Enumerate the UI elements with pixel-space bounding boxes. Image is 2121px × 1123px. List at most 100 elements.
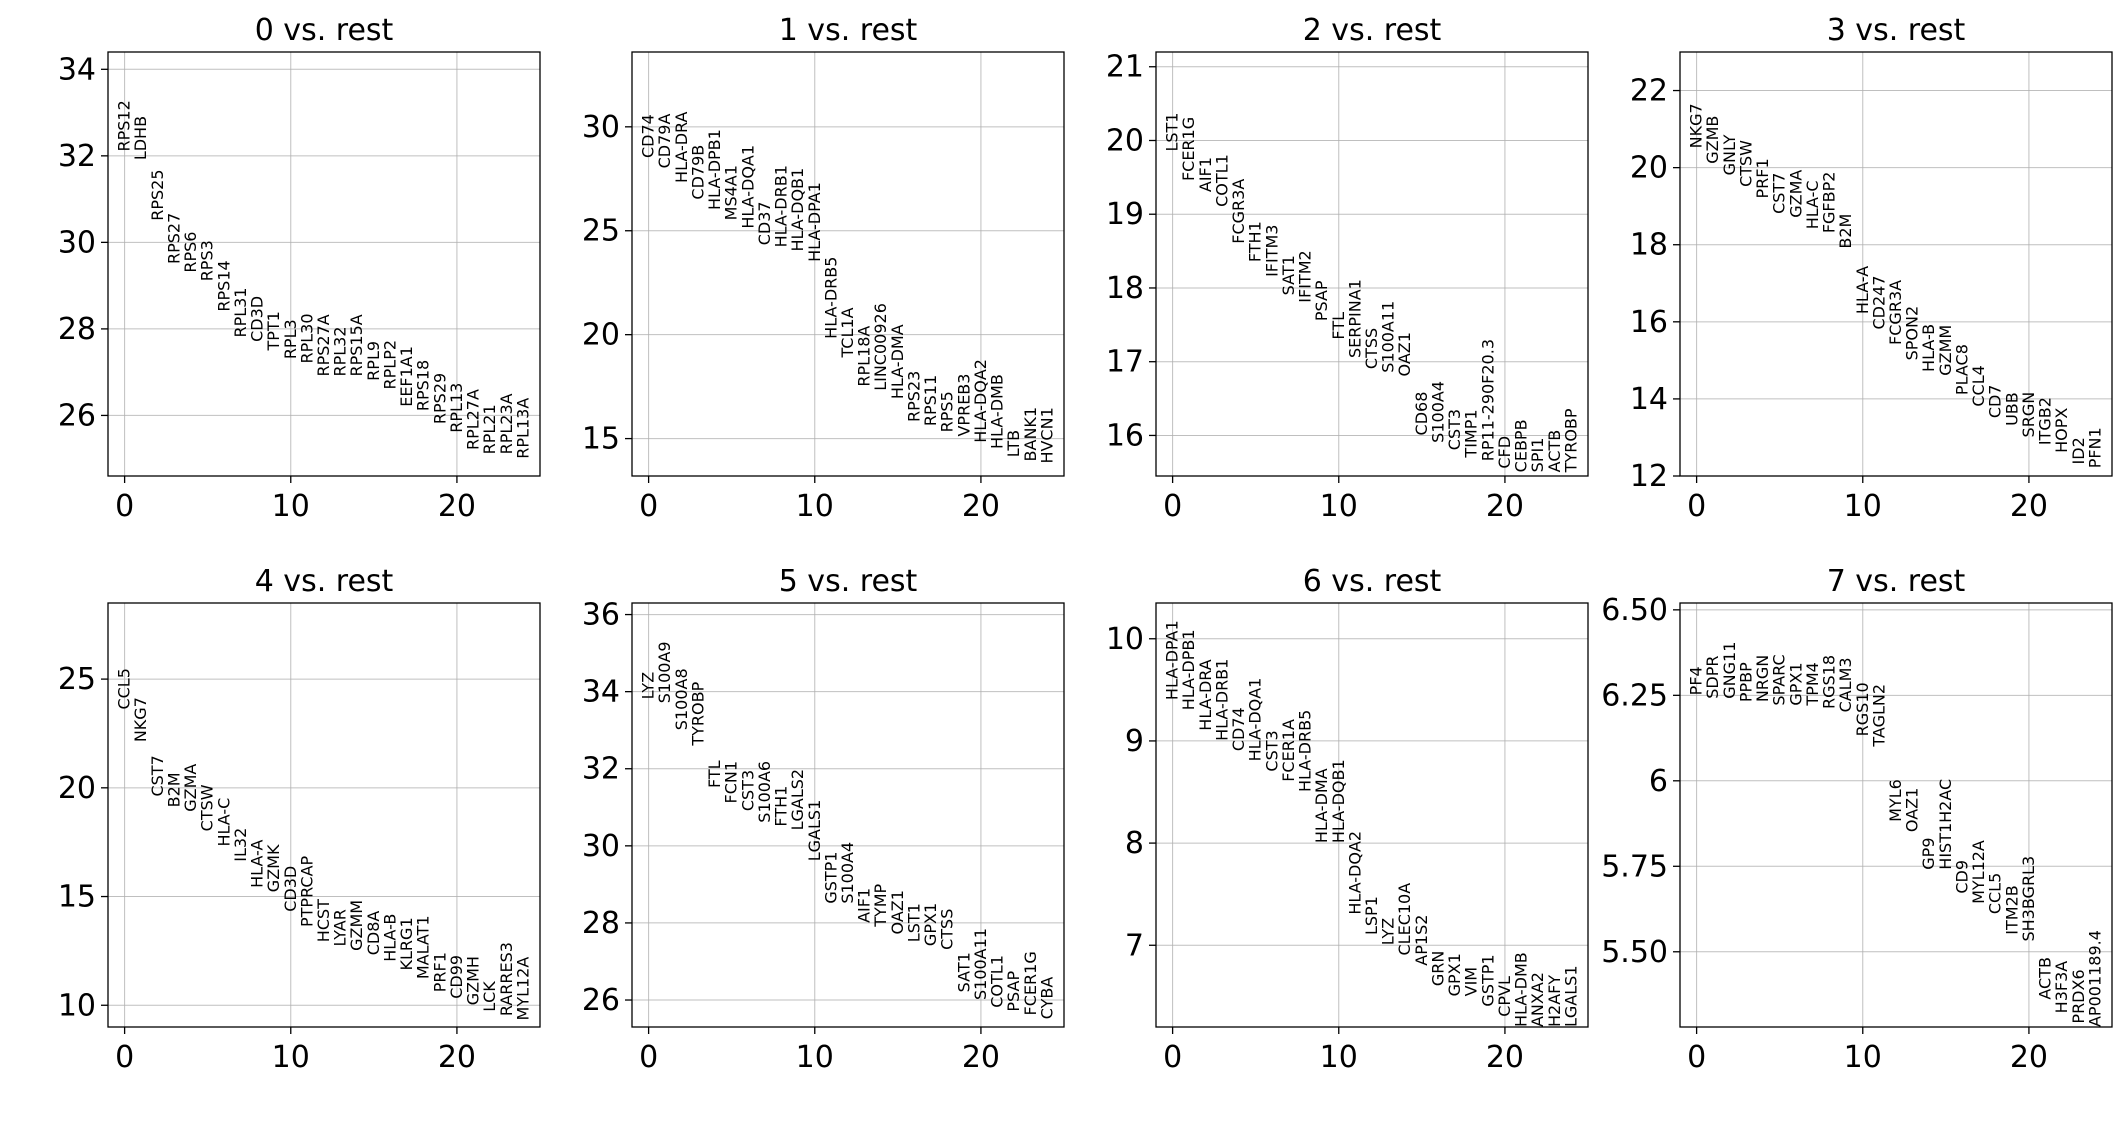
chart-title: 6 vs. rest [1303,564,1442,599]
x-tick-label-1: 10 [272,1040,310,1075]
y-tick-label-4: 34 [58,52,96,87]
gene-label-16: GRN [1428,951,1447,986]
gene-label-19: ITM2B [2002,885,2021,934]
gene-label-7: HLA-C [1803,180,1822,229]
gene-label-3: RPS27 [164,213,183,264]
gene-label-11: RPL30 [297,313,316,363]
y-tick-label-3: 30 [582,110,620,145]
gene-label-8: RGS18 [1820,655,1839,709]
y-tick-label-2: 16 [1630,305,1668,340]
gene-label-8: HLA-A [248,840,267,888]
gene-label-18: TIMP1 [1462,409,1481,458]
gene-label-4: NRGN [1753,655,1772,702]
gene-label-22: PSAP [1004,971,1023,1012]
gene-label-17: GPX1 [921,903,940,946]
gene-label-8: HLA-DRB1 [772,165,791,247]
gene-label-2: S100A8 [672,668,691,730]
gene-label-13: LYZ [1379,918,1398,946]
gene-label-17: GPX1 [1445,953,1464,996]
gene-label-1: LDHB [131,116,150,160]
gene-label-11: GSTP1 [821,851,840,903]
gene-label-16: S100A4 [1428,381,1447,443]
gene-label-3: TYROBP [688,681,707,746]
x-tick-label-0: 0 [1687,1040,1706,1075]
gene-label-24: RPL13A [513,398,532,459]
y-tick-label-0: 26 [582,983,620,1018]
x-tick-label-1: 10 [272,489,310,524]
gene-label-7: FCER1A [1279,719,1298,782]
x-tick-label-0: 0 [639,1040,658,1075]
gene-label-18: CCL5 [1986,873,2005,914]
gene-label-17: EEF1A1 [397,346,416,407]
chart-title: 1 vs. rest [779,13,918,48]
gene-label-6: IFITM3 [1262,224,1281,276]
gene-label-23: PRDX6 [2069,969,2088,1023]
gene-label-0: NKG7 [1687,103,1706,148]
gene-label-11: SERPINA1 [1345,279,1364,358]
gene-label-12: FCGR3A [1886,280,1905,345]
gene-label-3: CD79B [688,145,707,200]
gene-label-1: S100A9 [655,641,674,703]
y-tick-label-2: 9 [1125,724,1144,759]
gene-label-5: CST7 [1770,173,1789,214]
gene-label-10: RPL3 [281,319,300,359]
gene-label-14: RPS15A [347,314,366,376]
gene-label-15: CD8A [364,911,383,956]
gene-label-9: HLA-DQB1 [788,168,807,252]
gene-label-0: LYZ [639,672,658,700]
gene-label-15: GZMM [1936,325,1955,376]
gene-label-15: AP1S2 [1412,915,1431,966]
gene-label-6: GZMA [1786,170,1805,218]
gene-label-20: RPL13 [447,383,466,433]
gene-label-19: GSTP1 [1478,954,1497,1006]
y-tick-label-1: 17 [1106,345,1144,380]
gene-label-3: B2M [164,772,183,807]
x-tick-label-2: 20 [438,1040,476,1075]
gene-label-0: PF4 [1687,666,1706,695]
gene-label-11: PTPRCAP [297,855,316,927]
axes-frame [631,602,1065,1028]
gene-label-5: RPS3 [198,240,217,281]
gene-label-11: HLA-DRB5 [821,257,840,339]
x-tick-label-1: 10 [1320,1040,1358,1075]
gene-label-3: PPBP [1736,662,1755,702]
y-tick-label-1: 20 [582,318,620,353]
gene-label-3: HLA-DRB1 [1212,659,1231,741]
gene-label-20: S100A11 [971,928,990,1000]
chart-title: 0 vs. rest [255,13,394,48]
y-tick-label-5: 22 [1630,74,1668,109]
x-tick-label-1: 10 [1844,1040,1882,1075]
x-tick-label-1: 10 [1320,489,1358,524]
gene-label-9: GZMK [264,844,283,892]
gene-label-7: TPM4 [1803,662,1822,706]
gene-label-4: FCGR3A [1229,179,1248,244]
gene-label-10: LGALS1 [805,800,824,862]
gene-label-18: MALAT1 [414,915,433,979]
gene-label-12: MYL6 [1886,779,1905,822]
x-tick-label-0: 0 [1687,489,1706,524]
gene-label-22: HOPX [2052,408,2071,453]
gene-label-19: SAT1 [954,952,973,992]
y-tick-label-1: 28 [58,312,96,347]
chart-title: 3 vs. rest [1827,13,1966,48]
gene-label-0: RPS12 [115,100,134,151]
y-tick-label-5: 21 [1106,50,1144,85]
gene-label-2: AIF1 [1196,157,1215,192]
gene-label-7: S100A6 [755,761,774,823]
gene-label-7: RPL31 [231,288,250,338]
gene-label-12: RPS27A [314,314,333,376]
axes-frame [1155,602,1589,1028]
gene-label-8: FGFBP2 [1820,172,1839,234]
gene-label-13: SPON2 [1903,306,1922,361]
gene-label-16: HLA-B [380,914,399,962]
gene-label-10: CD3D [281,866,300,912]
gene-label-13: AIF1 [855,888,874,923]
gene-label-4: HLA-DPB1 [705,129,724,210]
y-tick-label-0: 12 [1630,459,1668,494]
gene-label-5: CTSW [198,784,217,831]
gene-label-22: ANXA2 [1528,972,1547,1027]
